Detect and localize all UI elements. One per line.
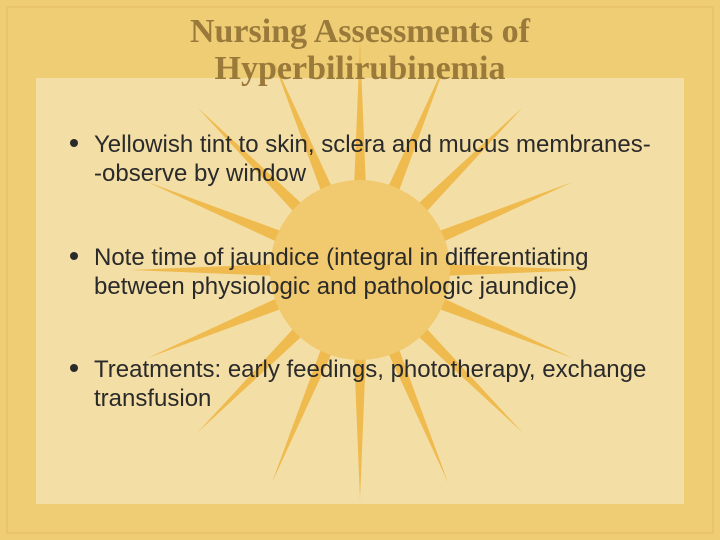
bullet-item: Treatments: early feedings, phototherapy… [66,355,656,414]
slide-title: Nursing Assessments ofHyperbilirubinemia [0,14,720,87]
bullet-list: Yellowish tint to skin, sclera and mucus… [66,130,656,414]
slide: Nursing Assessments ofHyperbilirubinemia… [0,0,720,540]
bullet-item: Yellowish tint to skin, sclera and mucus… [66,130,656,189]
bullet-item: Note time of jaundice (integral in diffe… [66,243,656,302]
